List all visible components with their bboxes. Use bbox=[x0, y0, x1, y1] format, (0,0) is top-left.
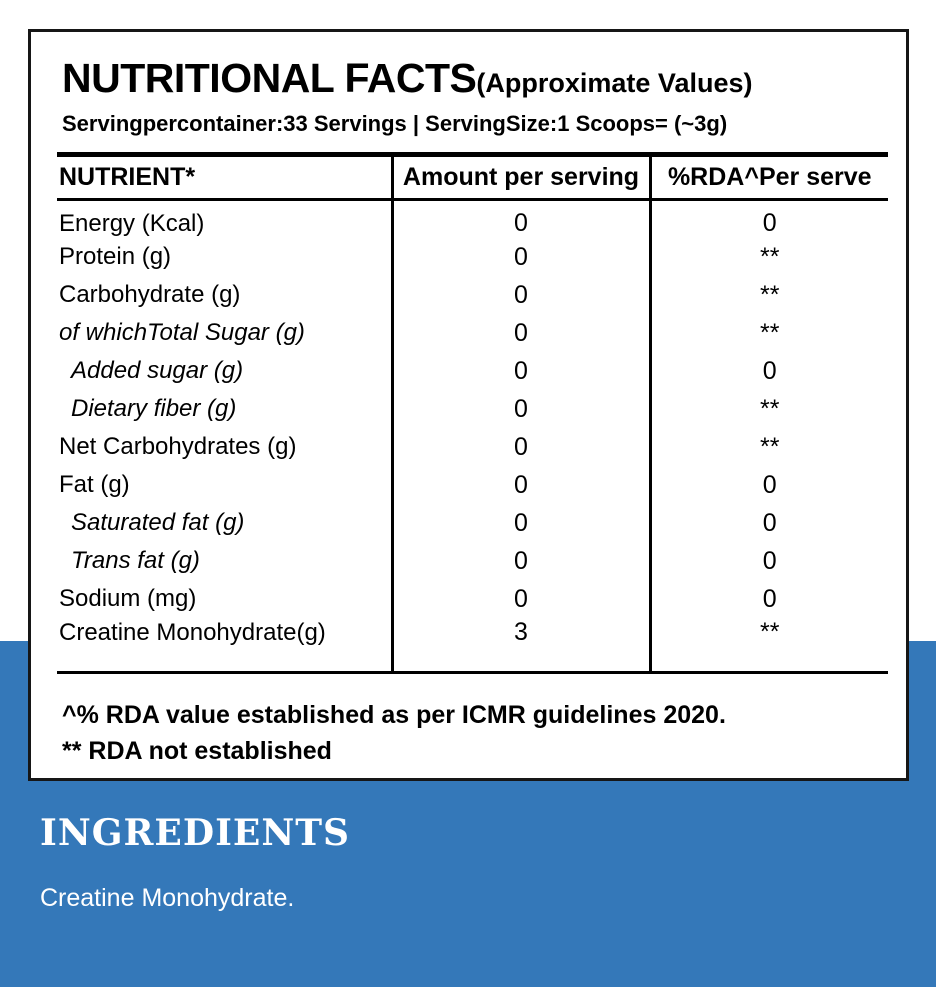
amount-value: 0 bbox=[390, 542, 652, 580]
column-header-amount: Amount per serving bbox=[390, 154, 652, 201]
nutrition-title-row: NUTRITIONAL FACTS(Approximate Values) bbox=[62, 55, 906, 102]
rda-value: ** bbox=[760, 280, 780, 309]
amount-value: 0 bbox=[390, 390, 652, 428]
amount-value: 0 bbox=[390, 238, 652, 276]
ingredients-text: Creatine Monohydrate. bbox=[40, 884, 295, 912]
table-row-energy: Energy (Kcal) 0 0 bbox=[57, 199, 888, 238]
nutrient-name: Trans fat (g) bbox=[71, 547, 200, 574]
rda-value: 0 bbox=[762, 470, 777, 499]
table-row-sodium: Sodium (mg) 0 0 bbox=[57, 580, 888, 618]
nutrient-name: of whichTotal Sugar (g) bbox=[59, 319, 305, 346]
nutrient-name: Protein (g) bbox=[59, 243, 172, 270]
nutrition-title-suffix: (Approximate Values) bbox=[476, 68, 753, 98]
nutrient-name: Added sugar (g) bbox=[71, 357, 244, 384]
table-row-creatine-monohydrate: Creatine Monohydrate(g) 3 ** bbox=[57, 618, 888, 673]
table-row-trans-fat: Trans fat (g) 0 0 bbox=[57, 542, 888, 580]
nutrient-name: Saturated fat (g) bbox=[71, 509, 245, 536]
amount-value: 3 bbox=[390, 618, 652, 673]
amount-value: 0 bbox=[390, 428, 652, 466]
ingredients-heading: INGREDIENTS bbox=[40, 812, 351, 854]
rda-value: ** bbox=[760, 242, 780, 271]
amount-value: 0 bbox=[390, 314, 652, 352]
table-row-carbohydrate: Carbohydrate (g) 0 ** bbox=[57, 276, 888, 314]
table-row-dietary-fiber: Dietary fiber (g) 0 ** bbox=[57, 390, 888, 428]
rda-value: 0 bbox=[762, 546, 777, 575]
table-row-net-carbohydrates: Net Carbohydrates (g) 0 ** bbox=[57, 428, 888, 466]
table-row-fat: Fat (g) 0 0 bbox=[57, 466, 888, 504]
rda-value: ** bbox=[760, 618, 780, 646]
ingredients-section: INGREDIENTS Creatine Monohydrate. bbox=[40, 812, 350, 913]
rda-value: 0 bbox=[762, 584, 777, 613]
nutrient-name: Fat (g) bbox=[59, 471, 130, 498]
rda-value: ** bbox=[760, 318, 780, 347]
nutrition-table: NUTRIENT* Amount per serving %RDA^Per se… bbox=[57, 152, 888, 674]
amount-value: 0 bbox=[390, 466, 652, 504]
rda-value: 0 bbox=[762, 508, 777, 537]
nutrient-name: Sodium (mg) bbox=[59, 585, 197, 612]
amount-value: 0 bbox=[390, 504, 652, 542]
nutrient-name: Energy (Kcal) bbox=[59, 209, 205, 237]
table-row-added-sugar: Added sugar (g) 0 0 bbox=[57, 352, 888, 390]
table-row-protein: Protein (g) 0 ** bbox=[57, 238, 888, 276]
nutrient-name: Dietary fiber (g) bbox=[71, 395, 237, 422]
rda-value: 0 bbox=[762, 209, 777, 237]
table-header-row: NUTRIENT* Amount per serving %RDA^Per se… bbox=[57, 154, 888, 201]
footnote-rda-not-established: ** RDA not established bbox=[62, 736, 332, 765]
nutrient-name: Net Carbohydrates (g) bbox=[59, 433, 297, 460]
amount-value: 0 bbox=[390, 276, 652, 314]
column-header-rda: %RDA^Per serve bbox=[650, 154, 888, 201]
footnote-rda-established: ^% RDA value established as per ICMR gui… bbox=[62, 701, 726, 729]
footnotes: ^% RDA value established as per ICMR gui… bbox=[62, 698, 906, 769]
table-row-total-sugar: of whichTotal Sugar (g) 0 ** bbox=[57, 314, 888, 352]
serving-info: Servingpercontainer:33 Servings | Servin… bbox=[62, 111, 728, 136]
table-row-saturated-fat: Saturated fat (g) 0 0 bbox=[57, 504, 888, 542]
rda-value: ** bbox=[760, 394, 780, 423]
rda-value: 0 bbox=[762, 356, 777, 385]
amount-value: 0 bbox=[390, 580, 652, 618]
amount-value: 0 bbox=[390, 352, 652, 390]
nutrient-name: Carbohydrate (g) bbox=[59, 281, 241, 308]
column-header-nutrient: NUTRIENT* bbox=[57, 154, 392, 201]
nutrition-facts-card: NUTRITIONAL FACTS(Approximate Values) Se… bbox=[28, 29, 909, 781]
amount-value: 0 bbox=[390, 199, 652, 238]
nutrition-title: NUTRITIONAL FACTS bbox=[62, 55, 477, 101]
nutrient-name: Creatine Monohydrate(g) bbox=[59, 618, 326, 646]
rda-value: ** bbox=[760, 432, 780, 461]
